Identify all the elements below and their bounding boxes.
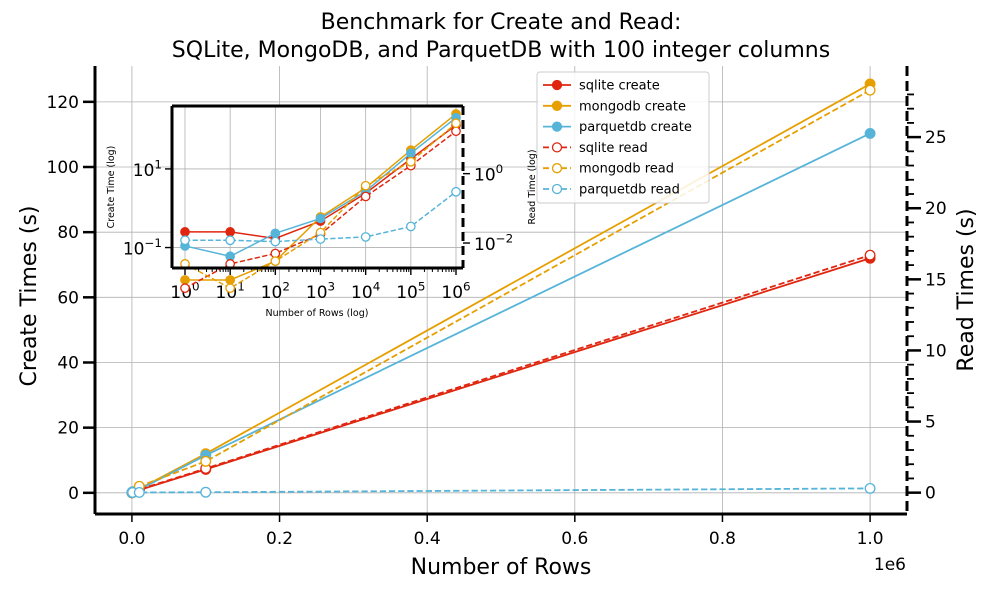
data-point [200,455,212,467]
inset-x-tick-label: 102 [261,279,290,303]
data-point [864,84,876,96]
data-point [864,127,876,139]
data-point [225,227,236,237]
legend-entry: parquetdb create [543,120,692,135]
y-tick-label-left: 0 [68,484,79,504]
data-point [180,227,190,237]
data-point [180,283,190,294]
x-tick-label: 0.2 [266,529,293,549]
data-point [225,283,236,294]
legend-swatch-marker [551,100,563,111]
data-point [451,118,461,129]
x-tick-label: 0.0 [118,529,145,549]
inset-background [172,106,463,268]
data-point [225,275,236,285]
x-offset-label: 1e6 [874,555,906,575]
legend-swatch-marker [551,142,563,153]
legend-entry: sqlite read [543,141,648,156]
data-point [180,235,190,246]
x-tick-label: 0.6 [561,529,588,549]
data-point [864,482,876,494]
data-point [270,256,281,267]
x-axis-label: Number of Rows [411,555,592,580]
main-axes: 0.0 0.2 0.4 0.6 0.8 1.0 0 20 40 60 80 100 120 0 5 10 15 2… [47,66,947,549]
y-tick-label-right: 10 [925,341,947,361]
legend-entry: mongodb create [543,99,686,114]
y-tick-label-left: 100 [47,158,79,178]
inset-y-tick-label-right: 100 [474,162,503,186]
data-point [315,213,326,224]
legend-label: parquetdb read [579,183,680,198]
y-tick-label-right: 25 [925,128,947,148]
inset-x-tick-label: 106 [441,279,470,303]
inset-y-axis-label-left: Create Time (log) [106,146,117,229]
inset-y-tick-label-left: 101 [133,157,162,181]
data-point [405,148,416,159]
series-parquetdb-read [180,186,461,247]
legend-swatch-marker [551,121,563,132]
data-point [180,275,190,285]
y-tick-label-right: 0 [925,484,936,504]
legend-label: sqlite read [579,141,648,156]
legend-entry: sqlite create [543,79,660,94]
data-point [360,232,371,242]
legend-entry: mongodb read [543,162,674,177]
chart-subtitle: SQLite, MongoDB, and ParquetDB with 100 … [172,38,830,63]
legend-label: mongodb create [579,99,686,114]
y-tick-label-left: 40 [57,353,79,373]
y-axis-label-left: Create Times (s) [17,205,42,386]
x-tick-label: 1.0 [857,529,884,549]
inset-x-tick-label: 104 [351,279,380,303]
y-tick-label-left: 60 [57,288,79,308]
y-tick-label-left: 20 [57,419,79,439]
data-point [315,234,326,244]
x-tick-label: 0.4 [414,529,441,549]
legend-label: sqlite create [579,79,660,94]
data-point [200,486,212,498]
chart-title: Benchmark for Create and Read: [321,10,682,35]
y-tick-label-left: 120 [47,93,79,113]
data-point [360,180,371,191]
inset-y-tick-label-right: 10−2 [474,231,513,255]
legend-entry: parquetdb read [543,183,680,198]
data-point [133,487,145,498]
data-point [225,235,236,246]
legend-swatch-marker [551,79,563,91]
data-point [864,249,876,261]
y-tick-label-left: 80 [57,223,79,243]
data-point [405,221,416,232]
inset-x-axis-label: Number of Rows (log) [266,308,369,319]
y-axis-label-right: Read Times (s) [954,208,979,371]
legend-swatch-marker [551,183,563,195]
legend: sqlite create mongodb create parquetdb cre… [536,71,710,204]
legend-label: mongodb read [579,162,674,177]
legend-box [536,71,710,204]
y-tick-label-right: 15 [925,270,947,290]
data-point [405,156,416,167]
data-point [360,191,371,202]
data-point [270,236,281,247]
inset-x-tick-label: 103 [306,279,335,303]
data-point [451,186,461,197]
series-parquetdb-read [126,482,876,498]
data-point [270,228,281,239]
x-tick-label: 0.8 [709,529,736,549]
main-series [126,78,876,499]
inset-y-tick-label-left: 10−1 [123,236,162,260]
legend-swatch-marker [551,163,563,174]
inset-x-tick-label: 105 [396,279,425,303]
legend-label: parquetdb create [579,120,692,135]
data-point [451,126,461,137]
inset-y-axis-label-right: Read Time (log) [527,149,538,224]
y-tick-label-right: 20 [925,199,947,219]
y-tick-label-right: 5 [925,413,936,433]
